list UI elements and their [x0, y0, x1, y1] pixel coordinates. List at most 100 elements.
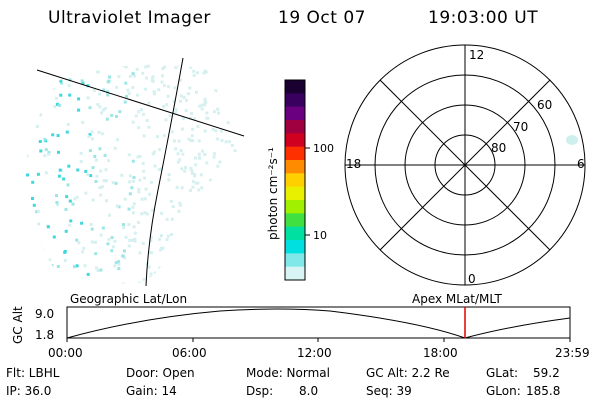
- uv-pixel: [226, 121, 230, 125]
- uv-pixel: [59, 93, 63, 97]
- uv-pixel: [170, 233, 174, 236]
- uv-pixel: [66, 183, 70, 187]
- uv-pixel: [191, 208, 195, 212]
- uv-pixel: [161, 67, 165, 70]
- uv-pixel: [102, 88, 106, 92]
- uv-pixel: [117, 267, 121, 271]
- uv-pixel: [211, 252, 215, 256]
- uv-pixel: [92, 88, 96, 92]
- polar-plot: [344, 44, 586, 286]
- uv-pixel: [217, 111, 221, 115]
- uv-pixel: [82, 246, 86, 250]
- uv-pixel: [94, 252, 98, 256]
- uv-pixel: [237, 241, 240, 245]
- uv-pixel: [187, 216, 191, 220]
- uv-pixel: [134, 284, 138, 285]
- uv-pixel: [117, 262, 121, 266]
- uv-pixel: [193, 207, 196, 211]
- uv-pixel: [128, 174, 132, 178]
- uv-pixel: [51, 133, 55, 137]
- uv-pixel: [239, 109, 240, 113]
- uv-pixel: [228, 261, 232, 265]
- uv-pixel: [140, 212, 144, 216]
- uv-pixel: [68, 223, 72, 227]
- uv-pixel: [28, 238, 32, 242]
- timeline-ticks: [66, 338, 571, 342]
- uv-pixel: [167, 178, 171, 182]
- uv-pixel: [219, 277, 223, 281]
- ytick-label-bottom: 1.8: [35, 328, 54, 342]
- uv-pixel: [80, 221, 84, 225]
- uv-pixel: [174, 273, 178, 277]
- uv-pixel: [114, 181, 118, 185]
- colorbar-swatch: [285, 106, 305, 121]
- uv-pixel: [147, 125, 151, 129]
- colorbar-swatch: [285, 120, 305, 134]
- uv-pixel: [141, 162, 145, 165]
- uv-pixel: [188, 86, 192, 90]
- uv-pixel: [224, 71, 228, 75]
- uv-pixel: [90, 227, 94, 231]
- uv-pixel: [75, 195, 79, 199]
- uv-pixel: [235, 243, 239, 247]
- uv-pixel: [225, 67, 229, 71]
- uv-pixel: [183, 278, 186, 282]
- uv-pixel: [98, 105, 102, 109]
- uv-pixel: [190, 253, 194, 257]
- uv-pixel: [120, 173, 124, 177]
- uv-pixel: [86, 84, 90, 88]
- uv-pixel: [202, 281, 206, 285]
- xtick-label-1200: 12:00: [297, 346, 332, 360]
- uv-pixel: [193, 117, 196, 121]
- uv-pixel: [130, 186, 134, 190]
- uv-pixel: [190, 223, 194, 227]
- uv-pixel: [100, 132, 104, 136]
- uv-pixel: [179, 149, 183, 152]
- uv-pixel: [176, 160, 180, 164]
- uv-pixel: [143, 197, 147, 201]
- uv-pixel: [216, 210, 219, 213]
- uv-pixel: [132, 74, 136, 78]
- uv-pixel: [219, 129, 223, 133]
- uv-pixel: [219, 212, 223, 216]
- uv-pixel: [134, 114, 138, 118]
- uv-pixel: [160, 80, 164, 84]
- uv-pixel: [99, 268, 103, 272]
- uv-pixel: [200, 103, 204, 107]
- uv-pixel: [190, 112, 193, 115]
- uv-pixel: [56, 278, 60, 282]
- uv-pixel: [233, 92, 237, 96]
- uv-pixel: [212, 155, 216, 159]
- uv-pixel: [172, 99, 176, 103]
- uv-pixel: [26, 173, 29, 177]
- uv-pixel: [197, 139, 201, 143]
- uv-pixel: [196, 181, 200, 185]
- uv-pixel: [230, 102, 234, 106]
- uv-pixel: [131, 205, 135, 209]
- uv-pixel: [43, 137, 47, 141]
- uv-pixel: [189, 239, 193, 243]
- uv-pixel: [121, 223, 125, 227]
- uv-pixel: [44, 148, 48, 152]
- uv-pixel: [149, 272, 153, 276]
- uv-pixel: [132, 238, 136, 242]
- uv-pixel: [231, 240, 234, 244]
- uv-pixel: [110, 249, 114, 253]
- uv-pixel: [105, 117, 109, 121]
- uv-pixel: [167, 85, 170, 89]
- uv-pixel: [163, 65, 166, 69]
- uv-pixel: [137, 126, 141, 129]
- uv-pixel: [63, 250, 67, 254]
- uv-pixel: [152, 150, 156, 154]
- uv-pixel: [197, 234, 201, 238]
- uv-pixel: [152, 90, 156, 94]
- uv-pixel: [57, 71, 61, 75]
- uv-pixel: [189, 65, 193, 69]
- uv-pixel: [137, 190, 141, 194]
- uv-pixel: [124, 81, 128, 85]
- uv-pixel: [68, 93, 72, 97]
- uv-pixel: [61, 281, 65, 285]
- door-info: Door: Open: [126, 366, 195, 380]
- uv-pixel: [59, 278, 63, 282]
- uv-pixel: [166, 256, 170, 260]
